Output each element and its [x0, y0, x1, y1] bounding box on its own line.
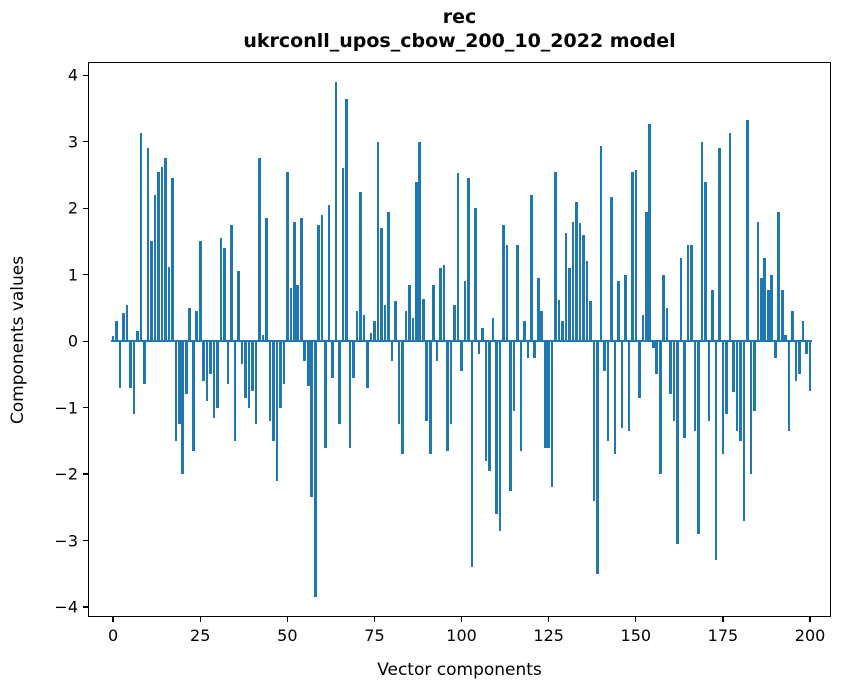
plot-area [88, 62, 831, 617]
y-axis-tick-label: 3 [67, 132, 78, 152]
x-axis-tick-label: 100 [446, 626, 477, 645]
x-axis-label: Vector components [377, 660, 542, 680]
y-axis-tick-label: 0 [67, 331, 78, 351]
x-axis-tick-label: 150 [620, 626, 652, 645]
x-axis-tick-label: 125 [533, 626, 564, 645]
x-axis-tick-label: 0 [107, 626, 119, 645]
y-axis-tick-label: 2 [67, 198, 78, 218]
x-axis-tick [635, 617, 637, 622]
x-axis-tick-label: 175 [707, 626, 739, 645]
y-axis-tick-label: 1 [67, 265, 78, 285]
x-axis-tick-label: 200 [794, 626, 826, 645]
x-axis-tick [460, 617, 463, 622]
chart-title: rec [442, 6, 477, 28]
y-axis-tick-label: −3 [54, 531, 78, 551]
y-axis-tick-label: −4 [54, 597, 78, 617]
x-axis-tick [548, 617, 550, 622]
x-axis-tick-label: 25 [190, 626, 211, 645]
x-axis-tick [373, 617, 376, 622]
x-axis-tick [286, 617, 288, 622]
chart-subtitle: ukrconll_upos_cbow_200_10_2022 model [243, 29, 676, 52]
x-axis-tick-label: 75 [364, 626, 385, 645]
chart-title-block: rec ukrconll_upos_cbow_200_10_2022 model [88, 6, 831, 54]
x-axis-tick-label: 50 [277, 626, 298, 645]
x-axis-tick [199, 617, 201, 622]
x-axis-tick [112, 617, 114, 622]
y-axis-tick-label: −2 [54, 464, 78, 484]
x-axis-tick [809, 617, 811, 622]
y-axis-tick-label: −1 [54, 398, 78, 418]
y-axis-tick-label: 4 [67, 65, 78, 85]
y-axis-label: Components values [8, 255, 28, 425]
x-axis-tick [722, 617, 724, 622]
